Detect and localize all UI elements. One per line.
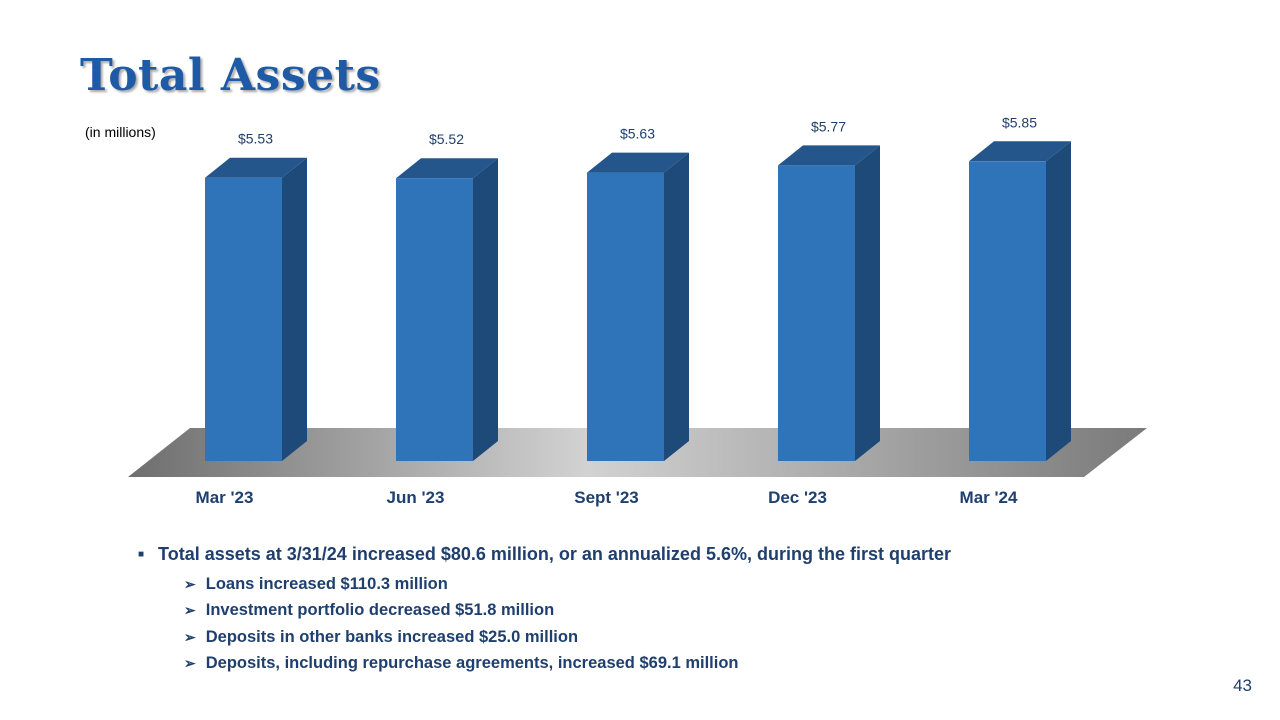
sub-bullet: ➢ Loans increased $110.3 million — [184, 571, 1138, 598]
arrow-bullet-icon: ➢ — [184, 575, 196, 592]
main-bullet: ■ Total assets at 3/31/24 increased $80.… — [138, 544, 1138, 565]
data-label: $5.52 — [429, 131, 464, 147]
bar-side — [855, 145, 880, 461]
bar-top — [778, 145, 880, 166]
bar — [778, 145, 880, 461]
sub-bullet: ➢ Deposits, including repurchase agreemen… — [184, 651, 1138, 678]
bar-front — [969, 161, 1046, 462]
data-label: $5.63 — [620, 126, 655, 142]
data-label: $5.53 — [238, 131, 273, 147]
sub-bullet-text: Deposits in other banks increased $25.0 … — [205, 627, 579, 646]
bar-side — [282, 157, 307, 461]
bar — [969, 141, 1071, 462]
page-title: Total Assets — [80, 50, 381, 101]
arrow-bullet-icon: ➢ — [184, 602, 196, 619]
x-tick-label: Mar '24 — [960, 488, 1018, 507]
sub-bullet-text: Investment portfolio decreased $51.8 mil… — [205, 601, 555, 620]
square-bullet-icon: ■ — [138, 549, 145, 560]
bars-group — [205, 141, 1071, 462]
bar-top — [969, 141, 1071, 162]
page-number: 43 — [1233, 676, 1252, 695]
bar-front — [778, 165, 855, 461]
bar-top — [587, 152, 689, 173]
sub-bullet-text: Deposits, including repurchase agreement… — [205, 654, 739, 673]
bar-side — [664, 152, 689, 461]
summary-bullets: ■ Total assets at 3/31/24 increased $80.… — [138, 544, 1138, 677]
bar — [396, 158, 498, 461]
bar-front — [587, 172, 664, 461]
bar — [587, 152, 689, 461]
x-tick-label: Dec '23 — [768, 488, 827, 507]
sub-bullet-text: Loans increased $110.3 million — [205, 574, 448, 593]
arrow-bullet-icon: ➢ — [184, 628, 196, 645]
sub-bullet: ➢ Deposits in other banks increased $25.0… — [184, 624, 1138, 651]
data-label: $5.85 — [1002, 114, 1037, 130]
bar-top — [205, 157, 307, 178]
bar-top — [396, 158, 498, 179]
x-tick-label: Mar '23 — [196, 488, 254, 507]
arrow-bullet-icon: ➢ — [184, 655, 196, 672]
main-bullet-text: Total assets at 3/31/24 increased $80.6 … — [158, 544, 951, 564]
bar-side — [473, 158, 498, 461]
bar-front — [396, 178, 473, 461]
x-tick-label: Jun '23 — [387, 488, 445, 507]
bar-side — [1046, 141, 1071, 462]
x-tick-label: Sept '23 — [574, 488, 639, 507]
data-label: $5.77 — [811, 118, 846, 134]
bar — [205, 157, 307, 461]
unit-note: (in millions) — [85, 124, 156, 140]
sub-bullet-list: ➢ Loans increased $110.3 million ➢ Investm… — [138, 571, 1138, 677]
labels-group: $5.53 Mar '23 $5.52 Jun '23 $5.63 Sept '23 $5.… — [196, 114, 1038, 507]
bar-front — [205, 177, 282, 461]
bar-chart: $5.53 Mar '23 $5.52 Jun '23 $5.63 Sept '23 $5.… — [128, 114, 1147, 507]
sub-bullet: ➢ Investment portfolio decreased $51.8 mi… — [184, 598, 1138, 625]
